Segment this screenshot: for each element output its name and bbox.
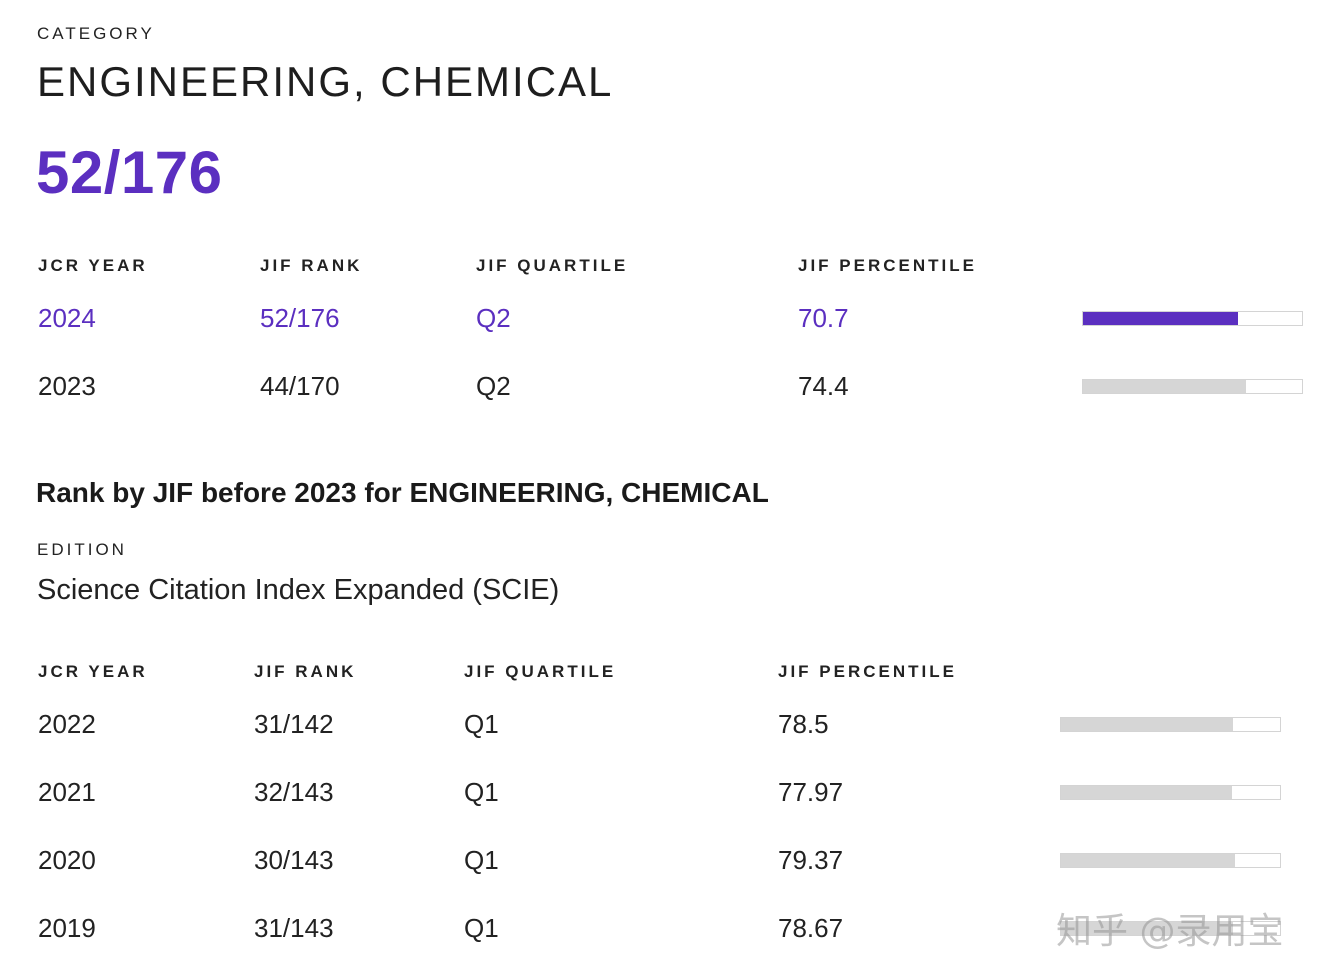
- row-percentile: 79.37: [778, 845, 844, 875]
- row-percentile: 77.97: [778, 777, 844, 807]
- row-percentile: 78.5: [778, 709, 829, 739]
- row-quartile: Q2: [476, 371, 511, 401]
- percentile-bar: [1060, 717, 1281, 732]
- category-label: CATEGORY: [37, 24, 155, 43]
- percentile-bar-fill: [1083, 312, 1238, 325]
- current-rank: 52/176: [36, 139, 223, 206]
- row-rank: 31/143: [254, 913, 334, 943]
- percentile-bar-fill: [1061, 718, 1233, 731]
- edition-value: Science Citation Index Expanded (SCIE): [37, 574, 560, 606]
- row-rank: 52/176: [260, 303, 340, 333]
- header-jcr-year: JCR YEAR: [38, 256, 148, 275]
- percentile-bar-fill: [1061, 922, 1234, 935]
- row-quartile: Q1: [464, 845, 499, 875]
- row-quartile: Q1: [464, 777, 499, 807]
- header-jif-quartile: JIF QUARTILE: [464, 662, 617, 681]
- row-quartile: Q1: [464, 913, 499, 943]
- row-percentile: 78.67: [778, 913, 844, 943]
- row-quartile: Q1: [464, 709, 499, 739]
- percentile-bar: [1082, 379, 1303, 394]
- edition-label: EDITION: [37, 540, 127, 559]
- row-year: 2022: [38, 709, 96, 739]
- row-year: 2019: [38, 913, 96, 943]
- category-title: ENGINEERING, CHEMICAL: [37, 58, 614, 105]
- percentile-bar: [1060, 921, 1281, 936]
- row-percentile: 70.7: [798, 303, 849, 333]
- row-rank: 30/143: [254, 845, 334, 875]
- row-rank: 44/170: [260, 371, 340, 401]
- header-jif-percentile: JIF PERCENTILE: [778, 662, 957, 681]
- watermark: 知乎 @录用宝: [1056, 911, 1284, 952]
- row-year: 2021: [38, 777, 96, 807]
- header-jif-quartile: JIF QUARTILE: [476, 256, 629, 275]
- header-jif-percentile: JIF PERCENTILE: [798, 256, 977, 275]
- percentile-bar: [1082, 311, 1303, 326]
- row-year: 2023: [38, 371, 96, 401]
- row-year: 2024: [38, 303, 96, 333]
- percentile-bar-fill: [1061, 854, 1235, 867]
- header-jif-rank: JIF RANK: [260, 256, 363, 275]
- row-percentile: 74.4: [798, 371, 849, 401]
- row-rank: 31/142: [254, 709, 334, 739]
- percentile-bar-fill: [1061, 786, 1232, 799]
- percentile-bar-fill: [1083, 380, 1246, 393]
- row-year: 2020: [38, 845, 96, 875]
- section-title: Rank by JIF before 2023 for ENGINEERING,…: [36, 477, 769, 508]
- percentile-bar: [1060, 785, 1281, 800]
- row-quartile: Q2: [476, 303, 511, 333]
- header-jif-rank: JIF RANK: [254, 662, 357, 681]
- percentile-bar: [1060, 853, 1281, 868]
- row-rank: 32/143: [254, 777, 334, 807]
- header-jcr-year: JCR YEAR: [38, 662, 148, 681]
